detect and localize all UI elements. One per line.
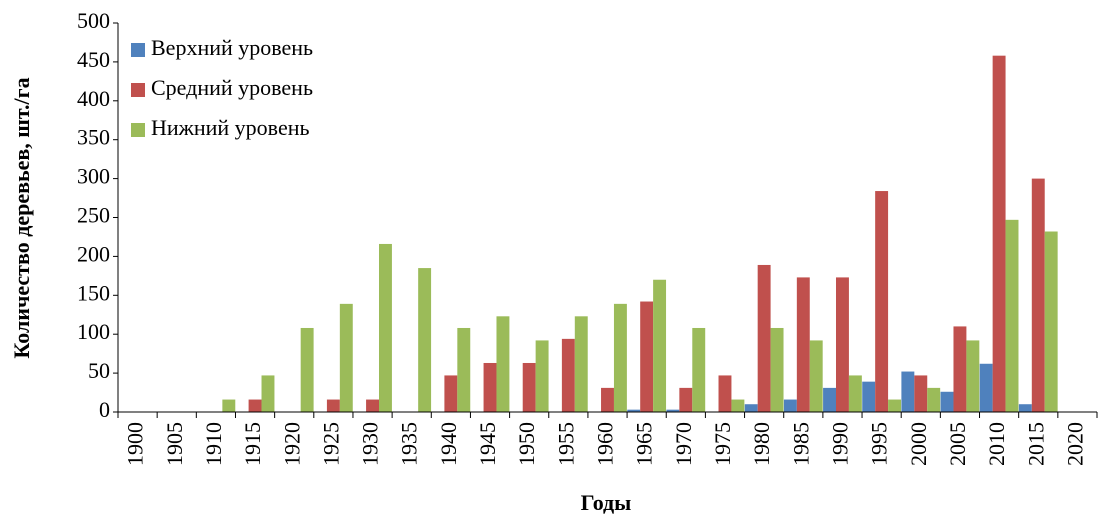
x-tick-label: 1965	[632, 422, 657, 466]
x-tick-label: 2010	[984, 422, 1009, 466]
x-tick-label: 1930	[358, 422, 383, 466]
y-tick-label: 250	[77, 203, 110, 228]
bar	[731, 399, 745, 412]
bar	[979, 363, 993, 412]
bar	[744, 404, 758, 412]
bar	[718, 375, 732, 412]
x-tick-label: 1920	[279, 422, 304, 466]
bar	[601, 387, 614, 412]
bar	[261, 375, 275, 412]
bar	[222, 399, 236, 412]
bar	[914, 375, 928, 412]
bar	[613, 303, 627, 412]
bar	[1044, 231, 1058, 412]
bar	[640, 301, 654, 412]
legend-label: Средний уровень	[151, 75, 313, 100]
bar	[248, 399, 262, 412]
y-tick-label: 100	[77, 319, 110, 344]
bar	[366, 399, 380, 412]
bar	[823, 387, 836, 412]
y-tick-label: 0	[99, 397, 110, 422]
y-tick-label: 350	[77, 125, 110, 150]
bar	[1005, 219, 1019, 412]
legend-label: Верхний уровень	[151, 35, 313, 60]
bar	[888, 399, 902, 412]
bar	[679, 387, 693, 412]
x-tick-label: 2005	[945, 422, 970, 466]
bar	[522, 362, 536, 412]
y-tick-label: 400	[77, 86, 110, 111]
x-tick-label: 2015	[1023, 422, 1048, 466]
x-tick-label: 1935	[397, 422, 422, 466]
bar	[875, 191, 889, 412]
bar	[692, 327, 706, 412]
y-tick-label: 450	[77, 47, 110, 72]
x-tick-label: 1955	[553, 422, 578, 466]
bar	[326, 399, 340, 412]
bar	[535, 340, 549, 412]
bar	[483, 362, 497, 412]
x-tick-label: 1940	[436, 422, 461, 466]
bar	[848, 375, 862, 412]
bar	[796, 277, 810, 412]
x-tick-label: 1915	[240, 422, 265, 466]
bar	[561, 338, 575, 412]
bar	[300, 327, 314, 412]
x-tick-label: 1910	[201, 422, 226, 466]
bar	[783, 399, 797, 412]
bar	[379, 243, 392, 412]
bar	[862, 381, 876, 412]
x-tick-label: 1985	[788, 422, 813, 466]
bar	[627, 409, 641, 412]
bar	[992, 55, 1006, 413]
bar	[927, 387, 941, 412]
bar	[574, 316, 588, 412]
x-tick-label: 1975	[710, 422, 735, 466]
bar	[835, 277, 849, 412]
legend-swatch	[131, 83, 145, 97]
bar	[1031, 178, 1045, 412]
legend-swatch	[131, 43, 145, 57]
bar	[901, 371, 915, 412]
x-tick-label: 1950	[514, 422, 539, 466]
y-tick-label: 50	[88, 358, 110, 383]
x-tick-label: 1900	[123, 422, 148, 466]
bar	[444, 375, 458, 412]
x-tick-label: 1970	[671, 422, 696, 466]
bar	[496, 316, 510, 412]
y-tick-label: 200	[77, 241, 110, 266]
legend-label: Нижний уровень	[151, 115, 310, 140]
bar	[940, 391, 954, 412]
x-tick-label: 1925	[318, 422, 343, 466]
bar	[418, 268, 432, 412]
bar	[457, 327, 471, 412]
bar	[966, 340, 980, 412]
y-tick-label: 150	[77, 280, 110, 305]
x-tick-label: 1905	[162, 422, 187, 466]
x-axis-title: Годы	[581, 490, 632, 515]
x-tick-label: 1960	[593, 422, 618, 466]
x-tick-label: 1995	[867, 422, 892, 466]
bar	[339, 303, 353, 412]
x-tick-label: 1945	[475, 422, 500, 466]
y-tick-label: 500	[77, 8, 110, 33]
x-tick-label: 1980	[749, 422, 774, 466]
bar	[809, 340, 823, 412]
y-tick-label: 300	[77, 164, 110, 189]
bar	[953, 326, 967, 412]
x-tick-label: 2020	[1062, 422, 1087, 466]
bar	[666, 409, 680, 412]
bar	[770, 327, 784, 412]
legend-swatch	[131, 123, 145, 137]
bar	[653, 279, 667, 412]
y-axis-title: Количество деревьев, шт./га	[9, 77, 34, 358]
bar	[1018, 404, 1032, 412]
x-tick-label: 1990	[828, 422, 853, 466]
x-tick-label: 2000	[906, 422, 931, 466]
bar	[757, 264, 771, 412]
